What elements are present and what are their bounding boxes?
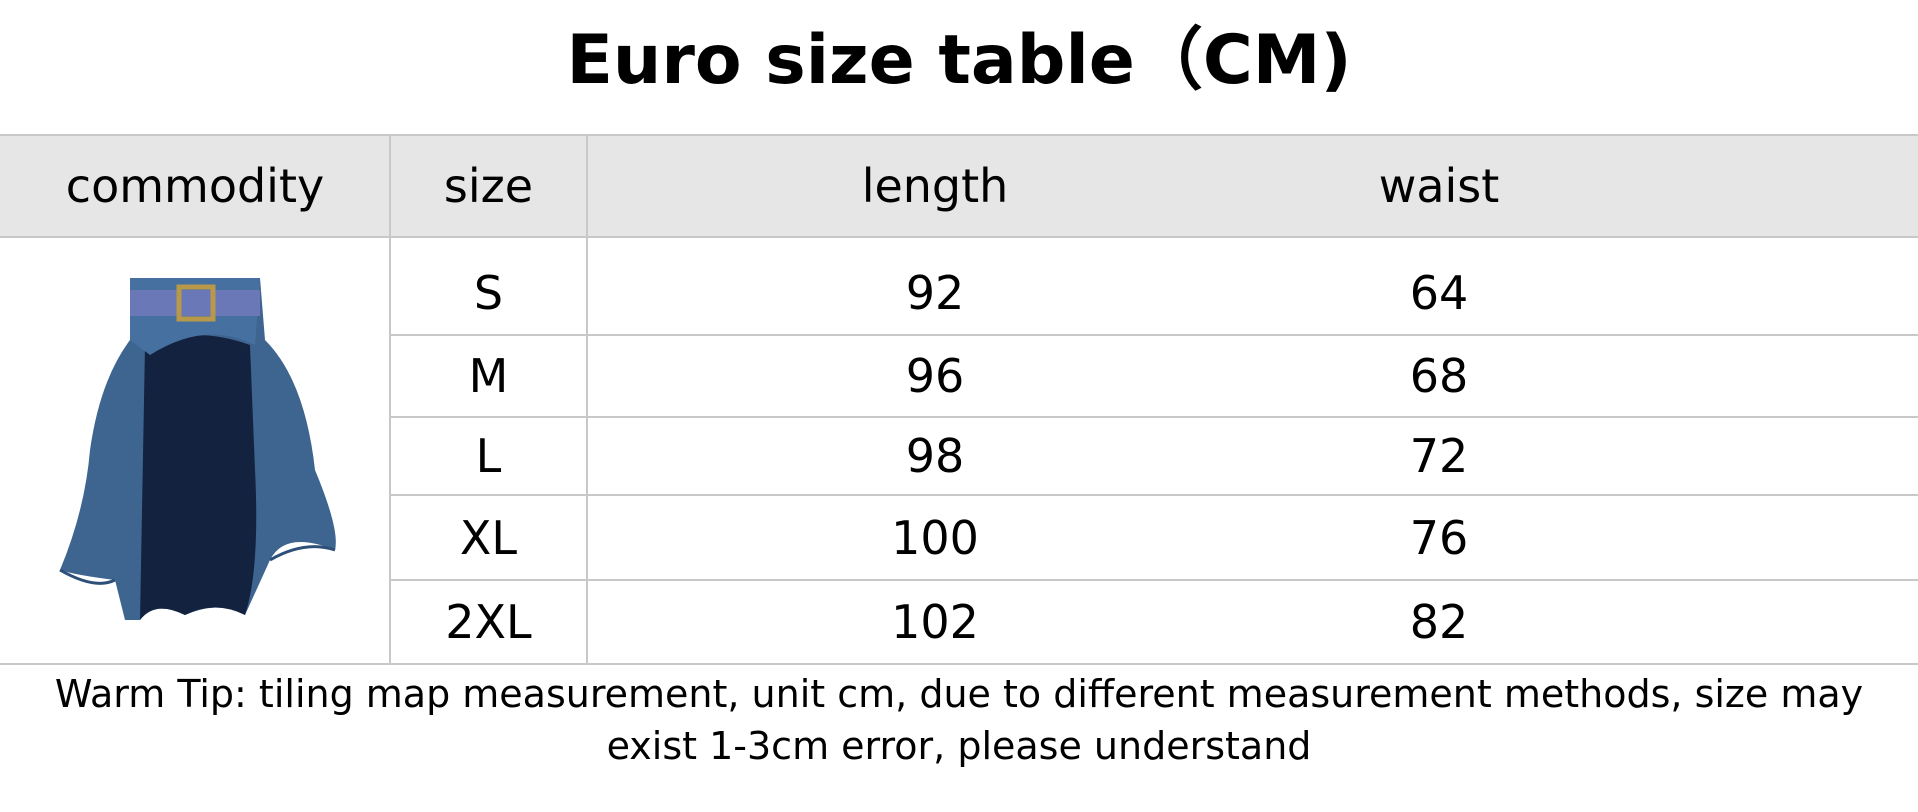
size-cell: 2XL: [445, 594, 532, 649]
row-divider: [390, 416, 1918, 418]
size-cell: S: [473, 265, 504, 320]
size-cell: M: [468, 349, 509, 403]
length-cell: 96: [905, 349, 965, 403]
row-divider: [390, 334, 1918, 336]
table-header: [0, 134, 1918, 238]
waist-cell: 68: [1409, 349, 1469, 403]
length-cell: 98: [905, 429, 965, 483]
waist-cell: 82: [1409, 594, 1469, 649]
header-length: length: [861, 159, 1009, 213]
skirt-product-image: [59, 278, 336, 620]
row-divider: [390, 579, 1918, 581]
size-cell: L: [475, 429, 502, 483]
page-title: Euro size table（CM): [566, 21, 1352, 100]
length-cell: 92: [905, 265, 965, 320]
row-divider: [390, 494, 1918, 496]
table-bottom-border: [0, 663, 1918, 665]
waist-cell: 64: [1409, 265, 1469, 320]
header-commodity: commodity: [65, 159, 325, 213]
size-cell: XL: [459, 510, 518, 565]
length-cell: 102: [891, 594, 979, 649]
column-divider: [586, 134, 588, 663]
column-divider: [389, 134, 391, 663]
header-size: size: [443, 159, 534, 213]
waist-cell: 72: [1409, 429, 1469, 483]
warm-tip-note: Warm Tip: tiling map measurement, unit c…: [54, 672, 1864, 768]
length-cell: 100: [891, 510, 979, 565]
header-waist: waist: [1378, 159, 1500, 213]
waist-cell: 76: [1409, 510, 1469, 565]
